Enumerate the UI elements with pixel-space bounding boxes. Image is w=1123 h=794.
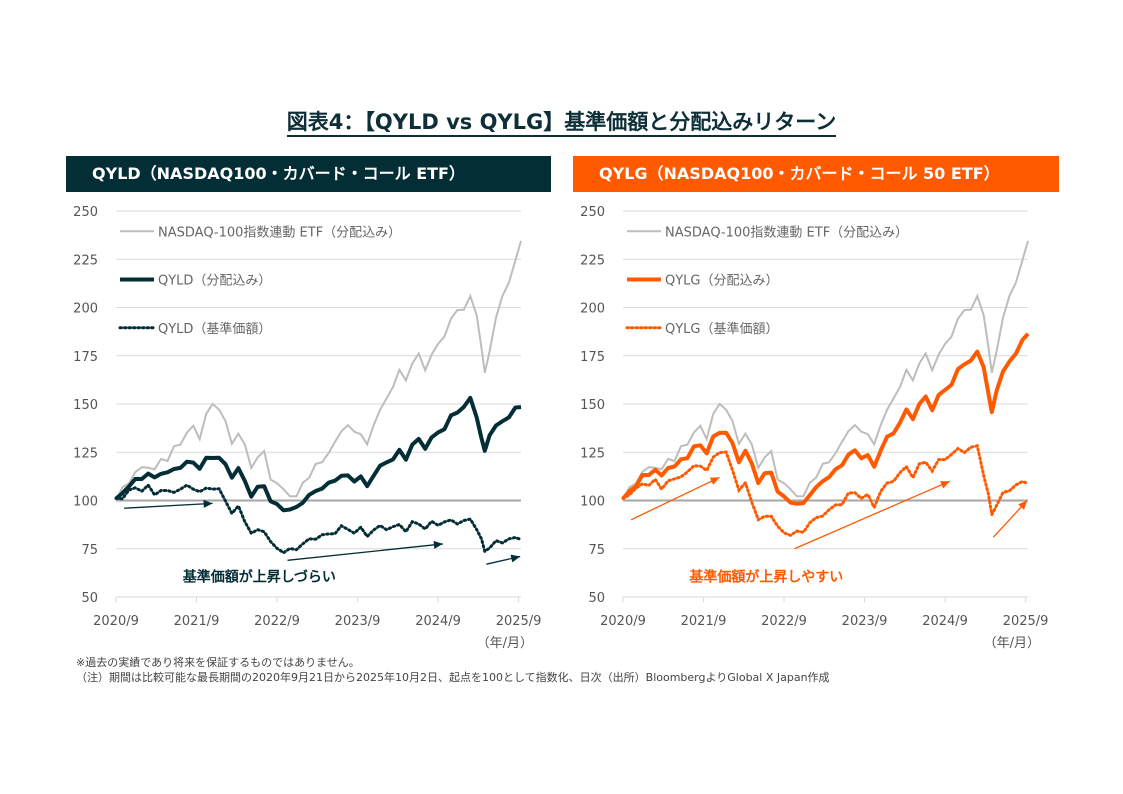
x-tick-label: 2023/9 xyxy=(335,614,381,629)
qyld-panel-title: QYLD（NASDAQ100・カバード・コール ETF） xyxy=(92,164,465,183)
series-line-total-return xyxy=(114,395,522,513)
callout-text: 基準価額が上昇しやすい xyxy=(689,569,843,586)
y-tick-label: 50 xyxy=(81,591,98,606)
y-tick-label: 225 xyxy=(73,253,98,268)
y-tick-label: 200 xyxy=(73,302,98,317)
y-tick-label: 125 xyxy=(73,446,98,461)
legend-label: QYLG（基準価額） xyxy=(665,321,779,337)
y-tick-label: 150 xyxy=(580,398,605,413)
figure-title-text: 図表4：【QYLD vs QYLG】基準価額と分配込みリターン xyxy=(286,110,837,137)
qyld-panel-header: QYLD（NASDAQ100・カバード・コール ETF） xyxy=(66,156,551,192)
x-tick-label: 2021/9 xyxy=(174,614,220,629)
series-line-nav xyxy=(114,482,523,555)
arrow-head-icon xyxy=(510,554,521,563)
x-tick-label: 2020/9 xyxy=(93,614,139,629)
qyld-chart: 50 75 100 125 150 175 200 225 250 2020/9 2021/9 202… xyxy=(73,205,542,651)
y-tick-label: 225 xyxy=(580,253,605,268)
x-tick-label: 2021/9 xyxy=(681,614,727,629)
series-line-nav xyxy=(621,444,1030,537)
qylg-chart: 50 75 100 125 150 175 200 225 250 2020/9 2021/9 202… xyxy=(580,205,1049,651)
y-tick-label: 250 xyxy=(580,205,605,220)
x-tick-label: 2020/9 xyxy=(600,614,646,629)
x-axis-unit-label: （年/月） xyxy=(477,636,533,651)
x-tick-label: 2023/9 xyxy=(842,614,888,629)
y-tick-label: 150 xyxy=(73,398,98,413)
legend-label: QYLD（分配込み） xyxy=(158,274,271,289)
arrow-head-icon xyxy=(433,540,443,549)
x-tick-label: 2024/9 xyxy=(922,614,968,629)
legend-label: NASDAQ-100指数連動 ETF（分配込み） xyxy=(158,225,401,240)
arrow-head-icon xyxy=(1018,500,1028,510)
x-tick-label: 2025/9 xyxy=(496,614,542,629)
arrow-head-icon xyxy=(203,499,213,508)
qylg-panel-title: QYLG（NASDAQ100・カバード・コール 50 ETF） xyxy=(599,164,1000,183)
y-tick-label: 75 xyxy=(588,543,605,558)
x-tick-label: 2024/9 xyxy=(415,614,461,629)
annotation-arrow xyxy=(287,543,443,561)
legend-label: QYLD（基準価額） xyxy=(158,321,271,337)
annotation-arrow xyxy=(124,502,213,509)
y-tick-label: 100 xyxy=(73,495,98,510)
source-note: （注）期間は比較可能な最長期間の2020年9月21日から2025年10月2日、起… xyxy=(76,671,830,684)
y-tick-label: 100 xyxy=(580,495,605,510)
annotation-arrow xyxy=(794,480,951,550)
y-tick-label: 250 xyxy=(73,205,98,220)
disclaimer-note: ※過去の実績であり将来を保証するものではありません。 xyxy=(76,656,360,669)
figure-title: 図表4：【QYLD vs QYLG】基準価額と分配込みリターン xyxy=(0,106,1123,137)
x-axis-unit-label: （年/月） xyxy=(984,636,1040,651)
legend-label: QYLG（分配込み） xyxy=(665,274,779,289)
qylg-panel-header: QYLG（NASDAQ100・カバード・コール 50 ETF） xyxy=(573,156,1059,192)
x-tick-label: 2022/9 xyxy=(761,614,807,629)
y-tick-label: 175 xyxy=(580,350,605,365)
y-tick-label: 200 xyxy=(580,302,605,317)
series-line-total-return xyxy=(621,332,1030,506)
arrow-head-icon xyxy=(709,477,720,485)
legend-label: NASDAQ-100指数連動 ETF（分配込み） xyxy=(665,225,908,240)
y-tick-label: 75 xyxy=(81,543,98,558)
x-tick-label: 2025/9 xyxy=(1003,614,1049,629)
callout-text: 基準価額が上昇しづらい xyxy=(183,569,336,586)
annotation-arrow xyxy=(630,476,720,521)
series-line-nasdaq xyxy=(115,240,522,501)
y-tick-label: 50 xyxy=(588,591,605,606)
series-line-nasdaq xyxy=(622,240,1029,501)
arrow-head-icon xyxy=(940,481,950,489)
y-tick-label: 125 xyxy=(580,446,605,461)
x-tick-label: 2022/9 xyxy=(254,614,300,629)
y-tick-label: 175 xyxy=(73,350,98,365)
